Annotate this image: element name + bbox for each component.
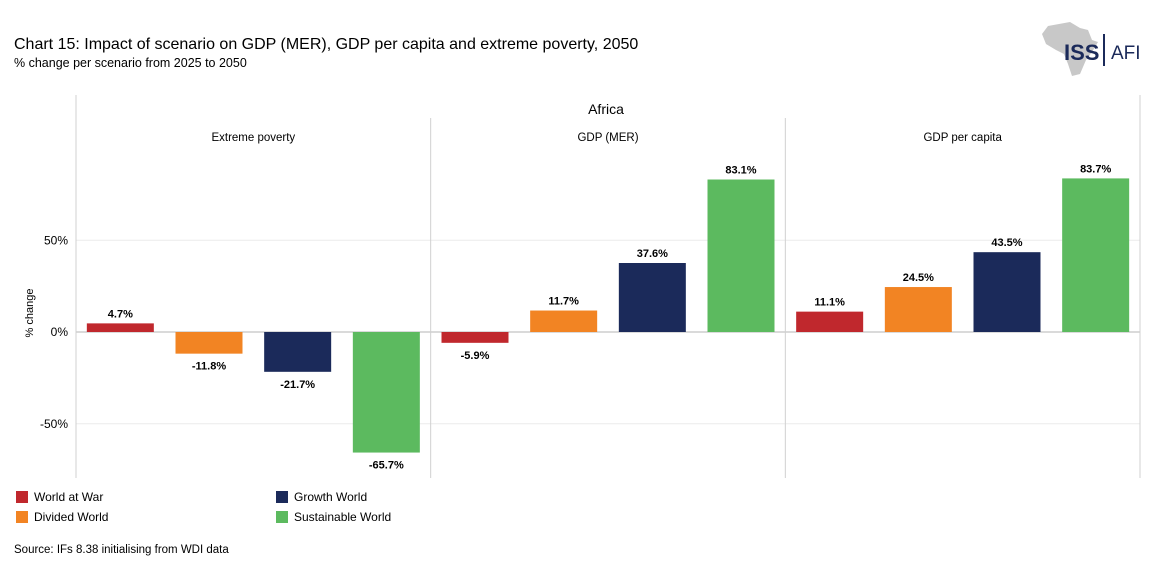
legend-swatch [16, 511, 28, 523]
bar[interactable] [796, 311, 864, 332]
africa-map-icon [1042, 22, 1098, 76]
y-tick-label: -50% [40, 417, 68, 431]
panel-title: Extreme poverty [211, 132, 295, 144]
y-axis-ticks: 50% 0% -50% [40, 233, 68, 431]
bar-labels: 4.7% -11.8% -21.7% -65.7% -5.9% 11.7% 37.6% 83.… [108, 163, 1112, 471]
bar[interactable] [707, 179, 775, 332]
chart-grid [76, 239, 1140, 425]
legend-swatch [276, 511, 288, 523]
legend-swatch [16, 491, 28, 503]
legend-label: Divided World [34, 510, 109, 524]
logo-afi-text: AFI [1111, 43, 1141, 64]
legend-label: Sustainable World [294, 510, 392, 524]
bar-data-label: -11.8% [192, 361, 226, 373]
bar[interactable] [86, 323, 154, 332]
iss-afi-logo: ISS AFI [1040, 18, 1141, 80]
bar-data-label: 4.7% [108, 308, 133, 320]
bar[interactable] [441, 332, 509, 343]
bar-data-label: -21.7% [280, 379, 315, 391]
legend-item-growth-world[interactable]: Growth World [276, 490, 367, 504]
legend-label: World at War [34, 490, 104, 504]
bar-data-label: 83.7% [1080, 163, 1111, 175]
bar[interactable] [618, 263, 686, 332]
logo-divider [1103, 34, 1105, 66]
bar-data-label: -5.9% [461, 350, 490, 362]
source-note: Source: IFs 8.38 initialising from WDI d… [14, 544, 229, 556]
bar-data-label: 43.5% [991, 237, 1022, 249]
chart-title: Chart 15: Impact of scenario on GDP (MER… [14, 36, 639, 53]
bar-data-label: 37.6% [637, 248, 668, 260]
bar[interactable] [175, 332, 243, 354]
bar[interactable] [973, 252, 1041, 332]
chart-subtitle: % change per scenario from 2025 to 2050 [14, 56, 247, 70]
bar[interactable] [884, 287, 952, 332]
bar-data-label: 11.1% [814, 297, 845, 309]
y-tick-label: 0% [51, 325, 69, 339]
y-tick-label: 50% [44, 233, 68, 247]
bar-data-label: 11.7% [548, 296, 579, 308]
panel-title: GDP (MER) [577, 132, 638, 144]
legend-label: Growth World [294, 490, 368, 504]
panel-group-title: Africa [588, 101, 624, 117]
bars [86, 178, 1130, 453]
bar[interactable] [264, 332, 332, 372]
legend: World at War Divided World Growth World … [16, 490, 576, 530]
bar[interactable] [352, 332, 420, 453]
legend-item-sustainable-world[interactable]: Sustainable World [276, 510, 391, 524]
bar-data-label: -65.7% [369, 460, 404, 472]
panel-titles: Extreme poverty GDP (MER) GDP per capita [211, 132, 1002, 144]
panel-frames [75, 95, 1141, 478]
legend-item-divided-world[interactable]: Divided World [16, 510, 108, 524]
logo-iss-text: ISS [1064, 40, 1100, 65]
y-axis-label: % change [24, 289, 36, 338]
bar[interactable] [1062, 178, 1130, 332]
legend-item-world-at-war[interactable]: World at War [16, 490, 103, 504]
bar[interactable] [530, 310, 598, 332]
bar-data-label: 83.1% [725, 165, 756, 177]
panel-title: GDP per capita [923, 132, 1002, 144]
legend-swatch [276, 491, 288, 503]
bar-data-label: 24.5% [903, 272, 934, 284]
